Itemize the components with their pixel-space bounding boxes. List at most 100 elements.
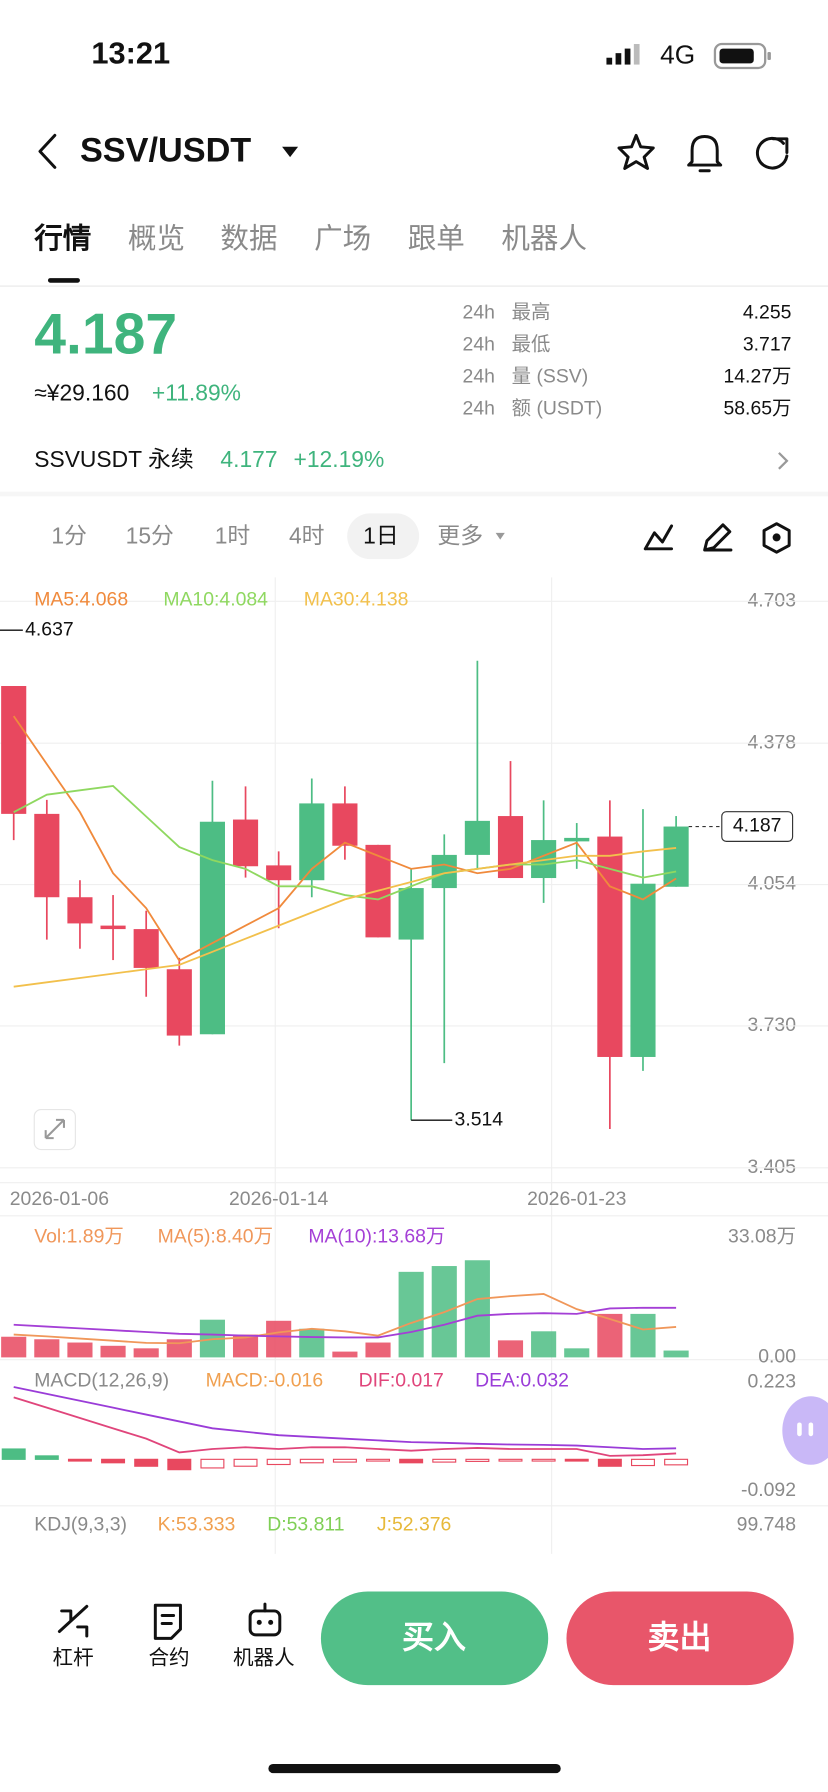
interval[interactable]: 1时 (215, 522, 251, 548)
macd-bar (399, 1458, 424, 1464)
volume-bar (365, 1342, 391, 1358)
tab-bar: 行情 概览 数据 广场 跟单 机器人 (33, 222, 587, 255)
macd-bar (366, 1458, 391, 1462)
y-tick-label: 33.08万 (728, 1226, 796, 1248)
legend-entry: J:52.376 (377, 1513, 451, 1535)
macd-bar (630, 1458, 655, 1467)
assistant-icon (808, 1422, 814, 1437)
volume-bar (630, 1313, 656, 1358)
perpetual-row[interactable]: SSVUSDT 永续 4.177 +12.19% (34, 446, 789, 472)
buy-label: 买入 (402, 1619, 466, 1655)
volume-bar (133, 1348, 159, 1358)
chevron (778, 452, 789, 470)
futures-icon (153, 1603, 182, 1640)
stat-label: 最低 (512, 334, 551, 356)
line (13, 847, 677, 988)
favorite-button[interactable] (617, 133, 655, 170)
legend-entry: MA5:4.068 (34, 588, 128, 610)
macd-bar (34, 1455, 59, 1460)
stat-value: 4.255 (743, 302, 792, 324)
status-time: 13:21 (91, 36, 170, 71)
volume-bar (497, 1340, 524, 1358)
network-label: 4G (660, 40, 695, 70)
pair-title[interactable]: SSV/USDT (80, 132, 251, 170)
macd-bar (664, 1458, 689, 1466)
volume-bar (663, 1350, 689, 1358)
line (13, 1396, 677, 1457)
buy-button[interactable] (320, 1591, 549, 1686)
candle-body (133, 929, 159, 968)
tab[interactable]: 机器人 (501, 223, 587, 255)
candle-body (497, 816, 524, 879)
candle-body (232, 819, 259, 867)
line (13, 1293, 677, 1345)
legend-entry: MA(5):8.40万 (158, 1226, 273, 1248)
alert-button[interactable] (687, 135, 723, 173)
macd-bar (432, 1458, 457, 1463)
home-indicator (268, 1763, 561, 1774)
nav-label[interactable]: 机器人 (233, 1646, 295, 1669)
y-tick-label: 3.405 (747, 1156, 796, 1178)
macd-bar (134, 1458, 159, 1467)
legend-entry: DEA:0.032 (475, 1370, 569, 1392)
nav-label[interactable]: 杠杆 (53, 1646, 94, 1669)
macd-bar (266, 1458, 291, 1466)
assistant-bubble[interactable] (782, 1396, 828, 1465)
volume-bar (398, 1271, 424, 1358)
candle-body (299, 803, 325, 881)
expand-button[interactable] (33, 1108, 76, 1151)
x-tick-label: 2026-01-14 (229, 1188, 328, 1210)
legend-entry: DIF:0.017 (359, 1370, 444, 1392)
tab[interactable]: 概览 (128, 223, 185, 255)
tab[interactable]: 跟单 (408, 223, 465, 255)
y-tick-label: 4.703 (747, 589, 796, 611)
macd-bar (101, 1458, 126, 1464)
interval[interactable]: 1日 (363, 522, 399, 548)
volume-bar (531, 1331, 557, 1358)
tab[interactable]: 数据 (220, 223, 277, 255)
candle-body (630, 883, 656, 1057)
stat-value: 58.65万 (723, 398, 791, 420)
draw-button[interactable] (703, 523, 733, 552)
macd-bar (531, 1458, 556, 1462)
sell-button[interactable] (566, 1591, 794, 1686)
candle-body (564, 837, 590, 842)
min-marker: 3.514 (455, 1108, 504, 1130)
y-tick-label: 4.054 (747, 873, 796, 895)
stat-period: 24h (463, 302, 495, 324)
stat-value: 3.717 (743, 334, 792, 356)
interval[interactable]: 15分 (126, 522, 174, 548)
back-button[interactable] (38, 133, 57, 169)
y-tick-label: 99.748 (737, 1513, 796, 1535)
perpetual-change: +12.19% (294, 446, 385, 472)
change-24h: +11.89% (152, 380, 241, 406)
y-tick-label: 3.730 (747, 1014, 796, 1036)
candle-body (266, 865, 292, 881)
sell-label: 卖出 (648, 1619, 712, 1655)
indicator-button[interactable] (643, 524, 674, 551)
macd-bar (167, 1458, 192, 1471)
nav-label[interactable]: 合约 (148, 1646, 189, 1669)
interval[interactable]: 更多 (437, 522, 483, 548)
settings-button[interactable] (762, 522, 791, 554)
tab[interactable]: 行情 (33, 222, 91, 255)
indicator-title: MACD(12,26,9) (34, 1370, 169, 1392)
stat-value: 14.27万 (723, 366, 791, 388)
y-tick-label: 0.223 (747, 1371, 796, 1393)
volume-bar (564, 1348, 590, 1358)
x-tick-label: 2026-01-23 (527, 1188, 626, 1210)
volume-bar (34, 1339, 60, 1358)
share-button[interactable] (755, 136, 789, 170)
line (13, 784, 677, 901)
volume-bar (100, 1345, 126, 1358)
candle-body (199, 821, 225, 1035)
tab[interactable]: 广场 (314, 223, 371, 255)
line (13, 1386, 677, 1450)
candle-body (597, 836, 623, 1057)
interval[interactable]: 1分 (51, 522, 87, 548)
interval[interactable]: 4时 (289, 522, 325, 548)
candle-body (166, 969, 192, 1036)
pair-dropdown[interactable] (282, 146, 299, 158)
candle-body (464, 820, 490, 855)
volume-bar (464, 1260, 490, 1358)
